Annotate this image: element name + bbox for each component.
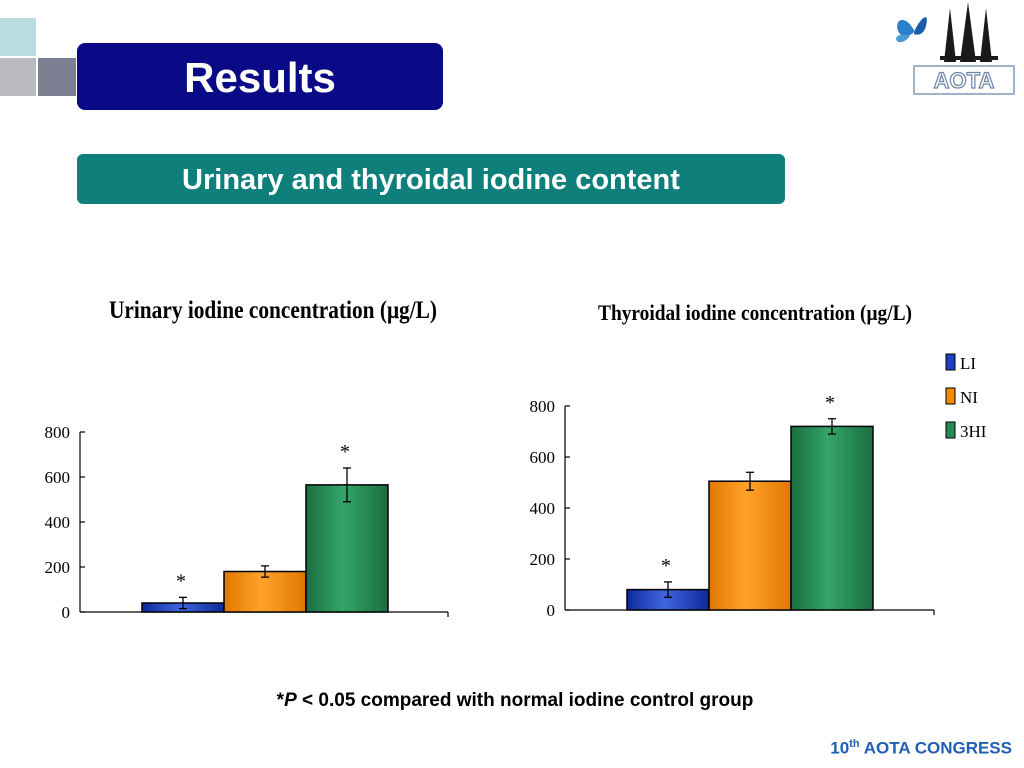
note-rest: < 0.05 compared with normal iodine contr… [296,690,754,711]
legend-swatch-3HI [945,421,956,439]
footer-sup: th [849,738,860,750]
bar-3HI [305,484,389,613]
y-tick-label: 600 [530,448,556,467]
significance-star: * [340,441,350,463]
chart2-title: Thyroidal iodine concentration (μg/L) [598,300,912,325]
footer-congress: 10th AOTA CONGRESS [830,738,1012,759]
deco-square-2 [0,58,36,96]
significance-star: * [825,392,835,414]
y-tick-label: 600 [45,468,71,487]
butterfly-icon [896,17,927,43]
section-subtitle: Urinary and thyroidal iodine content [182,164,680,196]
legend-label-3HI: 3HI [960,422,987,441]
aota-logo: AOTA [896,2,1015,95]
y-tick-label: 800 [530,397,556,416]
y-tick-label: 0 [62,603,71,622]
y-tick-label: 200 [530,550,556,569]
title-banner: Results [77,43,443,110]
y-tick-label: 400 [530,499,556,518]
footer-num: 10 [830,738,850,758]
temple-icon [940,2,998,62]
note-star: * [276,690,285,711]
deco-square-1 [0,18,36,56]
bar-3HI [790,425,874,611]
note-p: P [284,690,297,711]
significance-star: * [176,570,186,592]
logo-text: AOTA [934,68,995,93]
significance-star: * [661,555,671,577]
legend-label-LI: LI [960,354,976,373]
page-title: Results [184,54,336,101]
chart2-plot: 0 200 400 600 800 * * [530,392,935,620]
bar-NI [223,570,307,613]
legend-label-NI: NI [960,388,978,407]
chart2-legend: LI NI 3HI [945,353,987,441]
y-tick-label: 800 [45,423,71,442]
y-tick-label: 200 [45,558,71,577]
significance-note: *P < 0.05 compared with normal iodine co… [0,690,1024,712]
deco-square-3 [38,58,76,96]
legend-swatch-NI [945,387,956,405]
subtitle-banner: Urinary and thyroidal iodine content [77,154,785,204]
footer-rest: AOTA CONGRESS [859,738,1012,758]
legend-swatch-LI [945,353,956,371]
chart1-plot: 0 200 400 600 800 * * [45,423,449,622]
bar-NI [708,480,792,611]
chart1-title: Urinary iodine concentration (μg/L) [109,297,437,324]
y-tick-label: 0 [547,601,556,620]
y-tick-label: 400 [45,513,71,532]
